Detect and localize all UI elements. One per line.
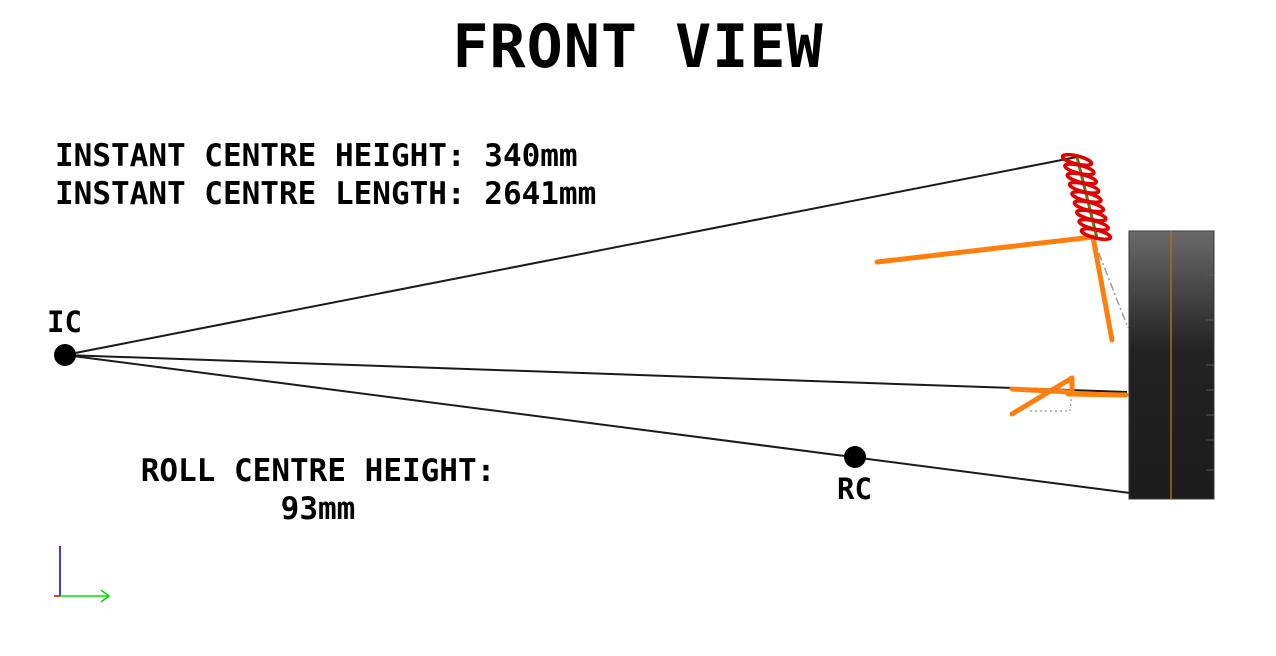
upper-wishbone-projection-line bbox=[64, 156, 1078, 356]
pushrod bbox=[1090, 234, 1115, 343]
instant-centre-info: INSTANT CENTRE HEIGHT: 340mm INSTANT CEN… bbox=[55, 137, 596, 213]
ic-point-label: IC bbox=[47, 305, 82, 339]
roll-centre-point bbox=[844, 446, 866, 468]
axis-x-arrowhead bbox=[100, 589, 111, 603]
kingpin-axis-line bbox=[1092, 237, 1129, 329]
rc-height-value: 93mm bbox=[280, 491, 356, 527]
instant-centre-point bbox=[54, 344, 76, 366]
contact-patch-line bbox=[64, 354, 1131, 494]
ic-length-label: INSTANT CENTRE LENGTH: bbox=[55, 176, 466, 212]
roll-centre-info: ROLL CENTRE HEIGHT: 93mm bbox=[136, 452, 500, 528]
lower-wishbone-projection-line bbox=[64, 354, 1128, 393]
suspension-links bbox=[874, 234, 1129, 417]
ic-height-value: 340mm bbox=[484, 138, 578, 174]
tyre-tread-ticks bbox=[1206, 239, 1214, 471]
page-title: FRONT VIEW bbox=[452, 12, 824, 82]
spring-coil bbox=[1079, 226, 1113, 242]
upper-wishbone bbox=[874, 234, 1096, 265]
rc-height-label: ROLL CENTRE HEIGHT: bbox=[140, 453, 496, 489]
damper-core bbox=[1075, 156, 1099, 239]
lower-wishbone-front-leg bbox=[1009, 375, 1075, 417]
lower-wishbone-outer bbox=[1065, 391, 1129, 398]
axis-triad bbox=[54, 546, 111, 603]
construction-lines bbox=[64, 156, 1131, 494]
spring-damper bbox=[1060, 152, 1113, 242]
tyre bbox=[1128, 230, 1215, 500]
ic-height-label: INSTANT CENTRE HEIGHT: bbox=[55, 138, 466, 174]
ic-length-value: 2641mm bbox=[484, 176, 597, 212]
rc-point-label: RC bbox=[837, 472, 872, 506]
lower-upright-dotted-line bbox=[1030, 392, 1073, 412]
lower-wishbone-rear-leg bbox=[1009, 386, 1073, 395]
